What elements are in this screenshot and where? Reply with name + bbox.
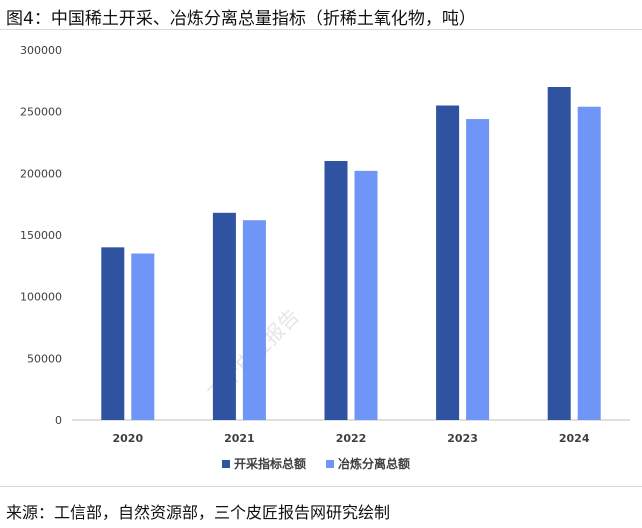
bar-2020-series-2 <box>131 253 155 420</box>
bar-2020-series-1 <box>101 247 125 420</box>
x-tick-label: 2023 <box>447 432 478 445</box>
bar-2022-series-1 <box>324 161 348 420</box>
x-tick-label: 2024 <box>559 432 590 445</box>
y-tick-label: 300000 <box>20 44 62 57</box>
legend-swatch <box>326 460 334 468</box>
bar-2023-series-1 <box>436 105 460 420</box>
x-tick-label: 2020 <box>112 432 143 445</box>
bar-2024-series-2 <box>577 106 601 420</box>
legend-swatch <box>222 460 230 468</box>
y-tick-label: 250000 <box>20 106 62 119</box>
bar-2023-series-2 <box>466 119 490 421</box>
bar-chart: 三个皮匠报告 050000100000150000200000250000300… <box>20 44 630 471</box>
x-tick-label: 2021 <box>224 432 255 445</box>
bar-2021-series-1 <box>212 212 236 420</box>
bar-2021-series-2 <box>242 220 266 420</box>
source-note: 来源：工信部，自然资源部，三个皮匠报告网研究绘制 <box>6 503 391 522</box>
y-tick-label: 50000 <box>27 352 62 365</box>
x-tick-label: 2022 <box>336 432 367 445</box>
y-tick-label: 0 <box>55 414 62 427</box>
legend-label: 开采指标总额 <box>234 456 306 471</box>
bar-2024-series-1 <box>547 87 571 420</box>
y-tick-label: 200000 <box>20 167 62 180</box>
y-tick-label: 100000 <box>20 291 62 304</box>
legend-label: 冶炼分离总额 <box>338 456 410 471</box>
chart-area: 三个皮匠报告 050000100000150000200000250000300… <box>0 29 642 487</box>
bar-2022-series-2 <box>354 170 378 420</box>
figure-title: 图4：中国稀土开采、冶炼分离总量指标（折稀土氧化物，吨） <box>6 9 476 29</box>
y-tick-label: 150000 <box>20 229 62 242</box>
